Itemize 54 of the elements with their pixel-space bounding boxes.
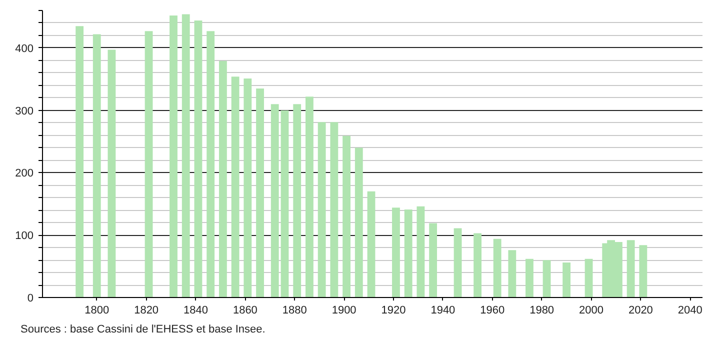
y-tick-label: 100	[15, 230, 34, 242]
y-tick-label: 300	[15, 105, 34, 118]
source-note: Sources : base Cassini de l'EHESS et base Insee.	[20, 324, 266, 336]
bar	[562, 262, 570, 298]
bar	[206, 31, 215, 298]
bar	[626, 240, 635, 298]
y-tick-label: 200	[15, 168, 34, 180]
bar	[584, 258, 593, 298]
x-tick-label: 1960	[480, 304, 505, 316]
bar	[639, 245, 648, 298]
x-tick-label: 1820	[134, 304, 159, 316]
x-tick-label: 1920	[381, 304, 406, 316]
bar	[330, 122, 338, 298]
bar	[218, 61, 227, 298]
bar	[342, 136, 350, 298]
y-tick-label: 400	[15, 42, 34, 55]
bar	[280, 110, 289, 298]
bar	[474, 233, 482, 298]
bar	[526, 258, 534, 298]
x-tick-label: 2020	[628, 304, 653, 316]
bar	[144, 31, 153, 298]
x-tick-label: 1800	[84, 304, 110, 316]
bar	[354, 148, 363, 298]
bar	[256, 88, 264, 298]
bar	[108, 50, 116, 298]
x-tick-label: 1880	[282, 304, 307, 316]
bar	[416, 206, 425, 298]
x-tick-label: 1840	[184, 304, 208, 316]
bar	[306, 96, 314, 298]
x-tick-label: 1900	[332, 304, 356, 316]
bar	[194, 20, 202, 298]
x-tick-label: 1980	[530, 304, 554, 316]
y-tick-label: 0	[27, 292, 34, 304]
bar	[429, 223, 438, 298]
bar	[244, 78, 252, 298]
bar	[293, 104, 302, 298]
x-tick-label: 1940	[430, 304, 456, 316]
bar	[170, 15, 178, 298]
bar	[454, 228, 462, 298]
x-tick-label: 1860	[232, 304, 258, 316]
bar	[493, 238, 502, 298]
x-tick-label: 2000	[579, 304, 604, 316]
bar	[92, 34, 101, 298]
bar	[367, 191, 376, 298]
bar	[231, 76, 240, 298]
bar	[392, 208, 400, 298]
x-tick-label: 2040	[678, 304, 702, 316]
bar	[404, 210, 412, 298]
bar	[182, 14, 190, 298]
bar	[542, 260, 551, 298]
bar	[508, 250, 516, 298]
bar	[76, 26, 84, 298]
bar	[318, 122, 326, 298]
bar	[270, 104, 279, 298]
